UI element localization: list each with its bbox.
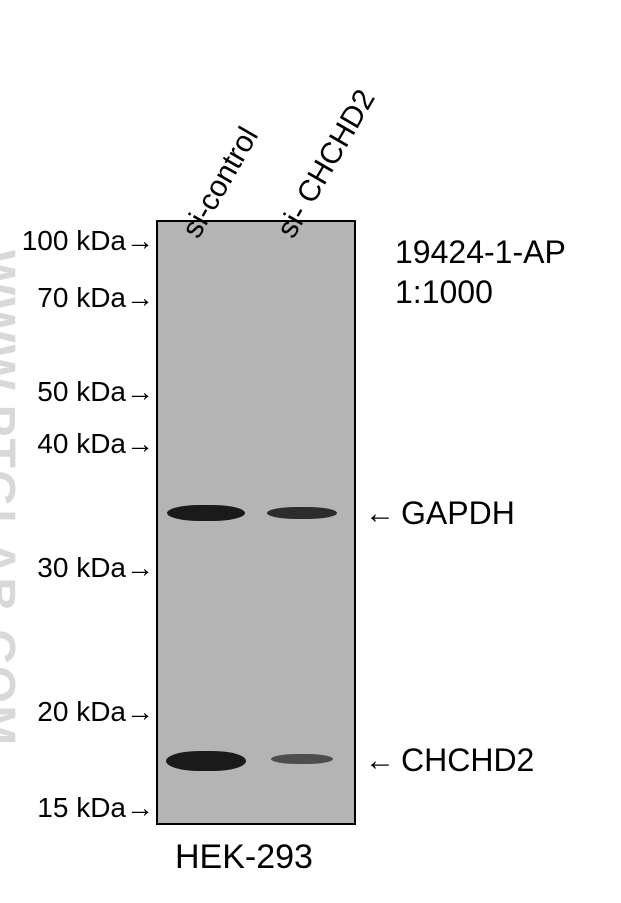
arrow-right-icon: → xyxy=(126,225,154,257)
protein-label-chchd2: ← CHCHD2 xyxy=(365,742,534,779)
mw-text: 30 kDa xyxy=(37,552,126,583)
mw-marker-30kda: 30 kDa→ xyxy=(37,552,154,584)
mw-text: 40 kDa xyxy=(37,428,126,459)
band-gapdh-lane0 xyxy=(167,505,245,521)
protein-text: CHCHD2 xyxy=(401,742,534,779)
mw-marker-100kda: 100 kDa→ xyxy=(22,225,154,257)
arrow-left-icon: ← xyxy=(365,497,395,531)
protein-text: GAPDH xyxy=(401,495,515,532)
mw-text: 100 kDa xyxy=(22,225,126,256)
antibody-info: 19424-1-AP 1:1000 xyxy=(395,232,566,312)
watermark-text: WWW.PTGLAB.COM xyxy=(0,250,25,747)
arrow-right-icon: → xyxy=(126,552,154,584)
arrow-right-icon: → xyxy=(126,792,154,824)
mw-marker-15kda: 15 kDa→ xyxy=(37,792,154,824)
band-chchd2-lane1 xyxy=(271,754,333,764)
arrow-left-icon: ← xyxy=(365,744,395,778)
mw-marker-70kda: 70 kDa→ xyxy=(37,282,154,314)
band-gapdh-lane1 xyxy=(267,507,337,519)
arrow-right-icon: → xyxy=(126,376,154,408)
protein-label-gapdh: ← GAPDH xyxy=(365,495,515,532)
mw-marker-40kda: 40 kDa→ xyxy=(37,428,154,460)
mw-marker-20kda: 20 kDa→ xyxy=(37,696,154,728)
mw-text: 15 kDa xyxy=(37,792,126,823)
band-chchd2-lane0 xyxy=(166,751,246,771)
arrow-right-icon: → xyxy=(126,696,154,728)
mw-text: 70 kDa xyxy=(37,282,126,313)
mw-text: 20 kDa xyxy=(37,696,126,727)
figure-container: { "figure": { "width_px": 621, "height_p… xyxy=(0,0,621,903)
antibody-dilution: 1:1000 xyxy=(395,272,566,312)
antibody-id: 19424-1-AP xyxy=(395,232,566,272)
blot-membrane xyxy=(156,220,356,825)
cell-line-label: HEK-293 xyxy=(175,838,313,877)
mw-marker-50kda: 50 kDa→ xyxy=(37,376,154,408)
arrow-right-icon: → xyxy=(126,428,154,460)
arrow-right-icon: → xyxy=(126,282,154,314)
mw-text: 50 kDa xyxy=(37,376,126,407)
